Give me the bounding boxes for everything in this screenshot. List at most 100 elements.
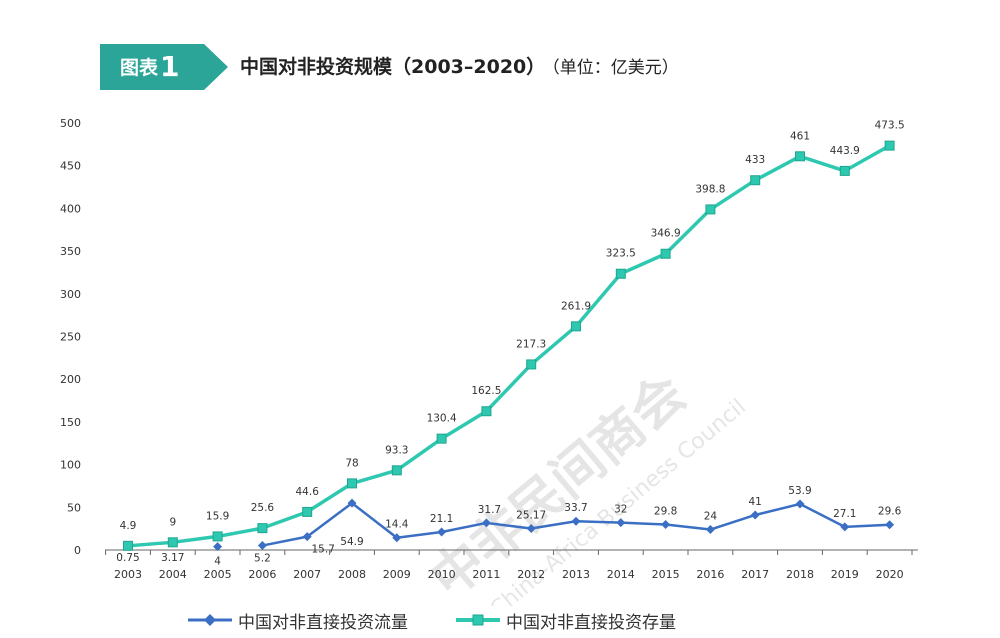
data-label-stock: 443.9 [830,145,860,157]
data-point-stock [839,165,850,176]
data-point-stock [436,433,447,444]
data-label-stock: 461 [790,130,810,142]
y-tick-label: 200 [60,373,81,386]
x-tick-label: 2003 [114,568,142,581]
data-label-stock: 217.3 [516,338,546,350]
data-label-stock: 323.5 [606,248,636,260]
data-point-flow [885,520,895,530]
data-label-flow: 53.9 [788,485,811,497]
legend-stock-label: 中国对非直接投资存量 [506,612,676,633]
x-tick-label: 2020 [876,568,904,581]
data-label-flow: 4 [214,556,221,568]
y-tick-label: 400 [60,202,81,215]
legend-item-flow: 中国对非直接投资流量 [188,606,408,634]
y-tick-label: 350 [60,245,81,258]
x-tick-label: 2019 [831,568,859,581]
data-label-flow: 33.7 [564,502,587,514]
data-point-flow [257,541,267,551]
data-label-stock: 398.8 [695,183,725,195]
y-tick-label: 50 [67,501,81,514]
data-label-flow: 25.17 [516,510,546,522]
chart-header: 图表1 中国对非投资规模（2003–2020） （单位：亿美元） [0,0,1000,110]
y-tick-label: 500 [60,117,81,130]
data-point-flow [213,542,223,552]
data-label-stock: 4.9 [120,520,137,532]
data-point-stock [571,321,581,332]
legend-flow-label: 中国对非直接投资流量 [238,612,408,633]
data-label-flow: 29.8 [654,506,677,518]
legend: 中国对非直接投资流量 中国对非直接投资存量 [0,606,1000,636]
data-point-stock [123,540,133,551]
data-label-stock: 25.6 [251,502,275,514]
legend-item-stock: 中国对非直接投资存量 [456,606,676,634]
data-point-stock [302,506,313,517]
data-point-flow [795,499,805,509]
data-point-stock [615,268,626,279]
x-tick-label: 2006 [248,568,276,581]
data-label-stock: 433 [745,154,765,166]
figure-badge: 图表1 [100,44,228,90]
data-point-flow [840,522,850,532]
data-point-flow [661,520,671,530]
data-point-stock [884,140,895,151]
data-label-flow: 5.2 [254,553,271,565]
data-label-flow: 0.75 [116,552,139,564]
x-tick-label: 2011 [472,568,500,581]
x-tick-label: 2009 [383,568,411,581]
data-label-flow: 54.9 [340,536,363,548]
series-lines [127,144,891,548]
x-tick-label: 2012 [517,568,545,581]
series-line-stock [127,144,891,548]
data-label-stock: 93.3 [385,444,408,456]
data-label-stock: 44.6 [296,486,320,498]
x-tick-label: 2016 [696,568,724,581]
data-label-stock: 15.9 [206,510,229,522]
x-tick-label: 2013 [562,568,590,581]
data-point-flow [750,510,760,520]
x-tick-label: 2014 [607,568,635,581]
x-tick-label: 2015 [652,568,680,581]
data-point-stock [257,523,268,534]
chart-title: 中国对非投资规模（2003–2020） （单位：亿美元） [240,52,679,79]
data-label-flow: 32 [614,504,627,516]
x-tick-label: 2018 [786,568,814,581]
data-label-flow: 15.7 [312,544,335,556]
data-point-flow [705,525,715,535]
data-point-stock [391,465,402,476]
y-tick-label: 100 [60,459,81,472]
data-label-stock: 162.5 [471,385,501,397]
legend-stock-swatch [456,614,500,626]
x-tick-label: 2007 [293,568,321,581]
y-tick-label: 150 [60,416,81,429]
data-point-flow [526,524,536,534]
line-chart: 中非民间商会 China-Africa Business Council 050… [60,117,918,606]
data-point-stock [481,406,492,417]
x-tick-label: 2004 [159,568,187,581]
x-tick-label: 2010 [428,568,456,581]
badge-text: 图表1 [120,44,180,90]
data-point-stock [526,359,537,370]
data-label-flow: 24 [704,511,718,523]
series-markers [123,140,895,552]
data-point-flow [481,518,491,528]
x-tick-label: 2005 [204,568,232,581]
y-tick-label: 300 [60,288,81,301]
chart-unit: （单位：亿美元） [551,58,679,78]
data-label-flow: 14.4 [385,519,409,531]
data-point-stock [660,248,671,259]
data-point-stock [750,175,761,186]
data-point-stock [705,204,716,215]
badge-shape [100,44,228,90]
data-point-stock [167,537,178,548]
data-point-flow [392,533,402,543]
data-label-stock: 130.4 [427,413,457,425]
data-label-stock: 473.5 [875,120,905,132]
data-label-stock: 78 [345,457,358,469]
data-point-flow [616,518,626,528]
data-label-flow: 31.7 [478,504,501,516]
data-label-flow: 3.17 [161,552,184,564]
data-labels: 4.9 9 15.9 25.6 44.6 78 93.3 130.4 162.5 217.3 261… [116,120,904,568]
data-label-stock: 261.9 [561,300,591,312]
data-point-flow [302,532,312,542]
chart-title-text: 中国对非投资规模（2003–2020） [240,56,546,78]
